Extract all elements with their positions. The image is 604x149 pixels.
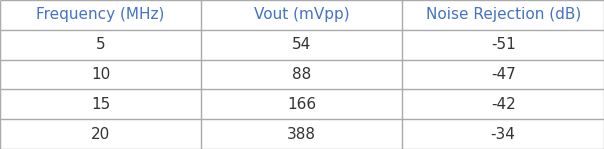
Text: 166: 166 xyxy=(287,97,316,112)
Bar xyxy=(402,30,604,60)
Bar xyxy=(402,0,604,30)
Bar xyxy=(402,89,604,119)
Bar xyxy=(0,30,201,60)
Text: -47: -47 xyxy=(491,67,515,82)
Bar xyxy=(201,0,402,30)
Text: 388: 388 xyxy=(287,127,316,142)
Bar xyxy=(0,0,201,30)
Text: 20: 20 xyxy=(91,127,110,142)
Text: -34: -34 xyxy=(490,127,516,142)
Text: 15: 15 xyxy=(91,97,110,112)
Text: Frequency (MHz): Frequency (MHz) xyxy=(36,7,165,22)
Text: -51: -51 xyxy=(491,37,515,52)
Text: 88: 88 xyxy=(292,67,311,82)
Bar xyxy=(201,30,402,60)
Text: 10: 10 xyxy=(91,67,110,82)
Bar xyxy=(402,60,604,89)
Text: 54: 54 xyxy=(292,37,311,52)
Bar xyxy=(402,119,604,149)
Bar xyxy=(201,60,402,89)
Text: Noise Rejection (dB): Noise Rejection (dB) xyxy=(425,7,581,22)
Bar xyxy=(201,119,402,149)
Text: 5: 5 xyxy=(96,37,105,52)
Text: -42: -42 xyxy=(491,97,515,112)
Text: Vout (mVpp): Vout (mVpp) xyxy=(254,7,350,22)
Bar xyxy=(0,89,201,119)
Bar xyxy=(0,60,201,89)
Bar xyxy=(0,119,201,149)
Bar xyxy=(201,89,402,119)
